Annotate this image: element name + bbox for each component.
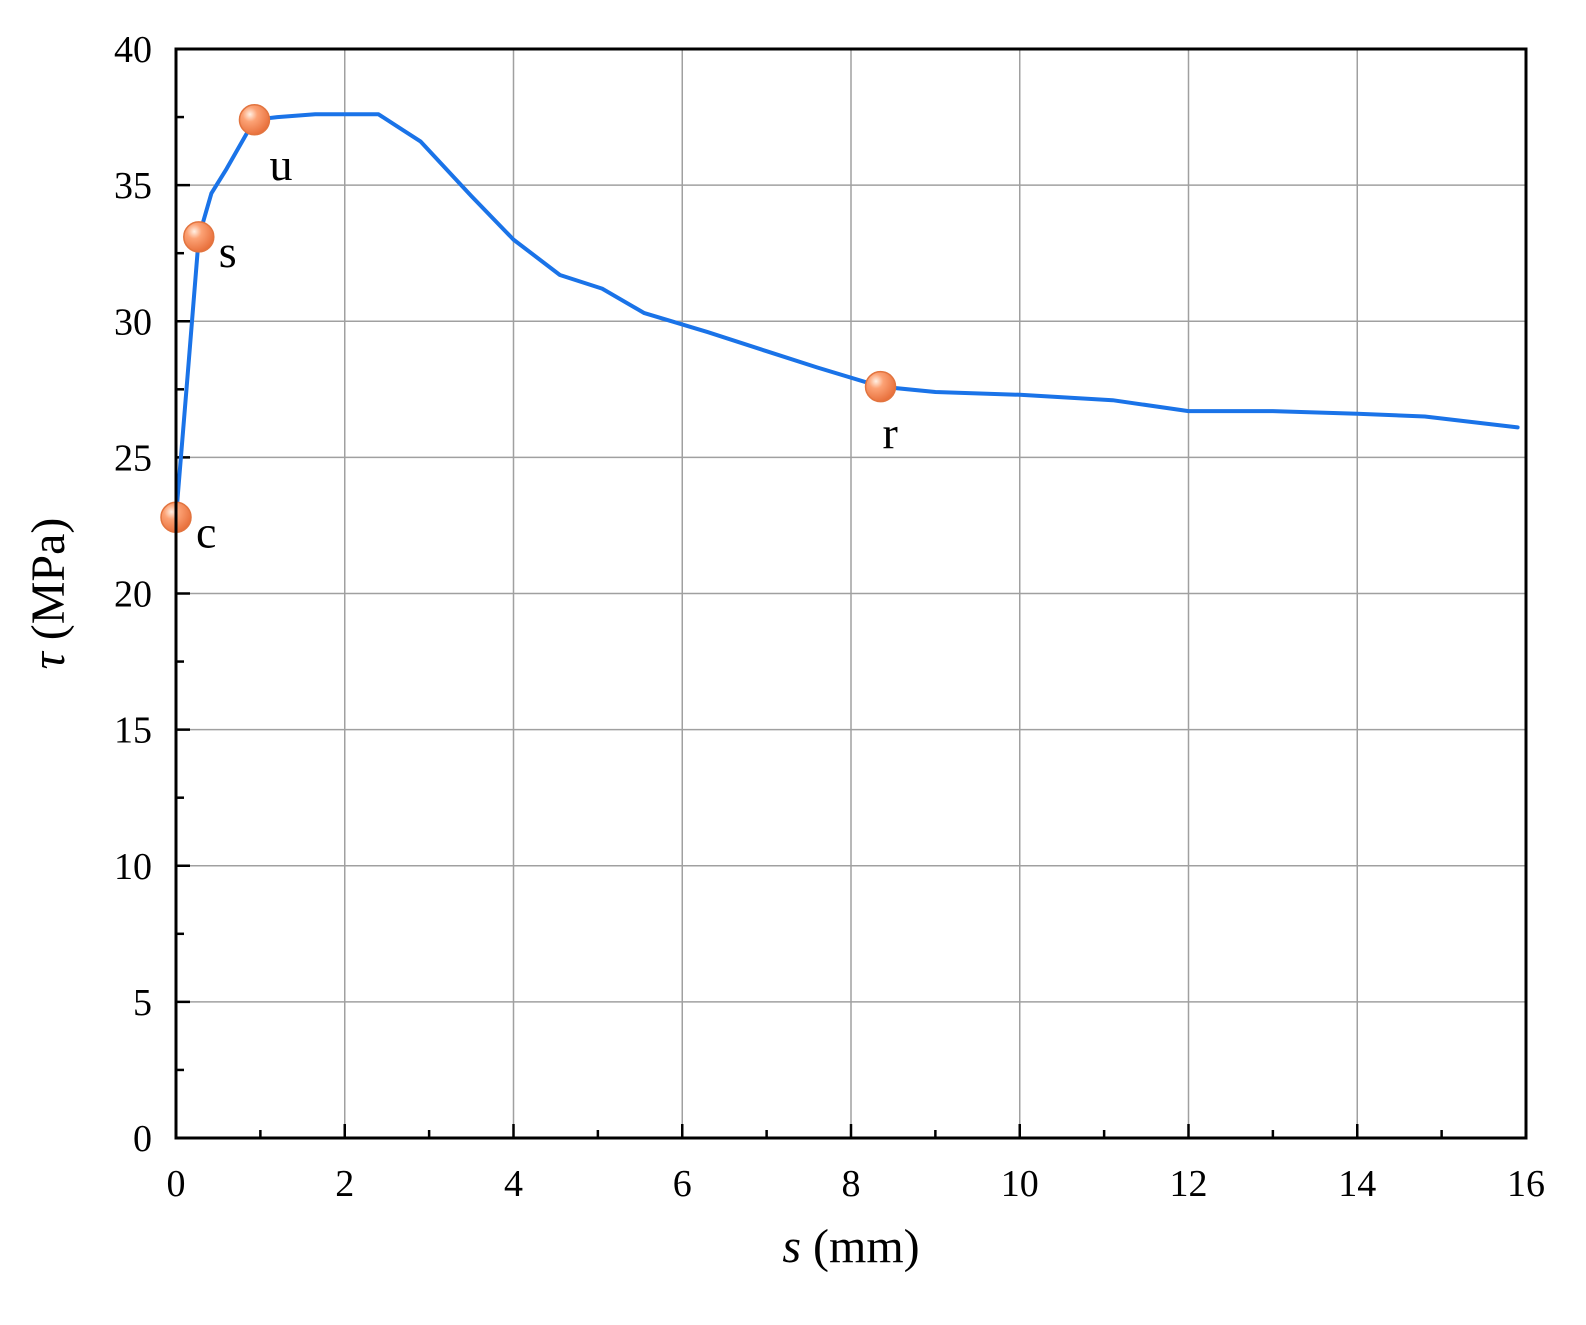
x-tick-label: 6	[673, 1163, 692, 1205]
y-tick-label: 20	[114, 574, 152, 616]
point-label-c: c	[196, 506, 216, 557]
y-tick-label: 15	[114, 710, 152, 752]
y-tick-label: 35	[114, 165, 152, 207]
x-axis-symbol: s	[782, 1220, 801, 1273]
y-tick-label: 25	[114, 437, 152, 479]
y-tick-label: 5	[133, 982, 152, 1024]
point-marker-u	[238, 104, 271, 136]
point-label-r: r	[883, 408, 898, 459]
annotation-markers	[160, 104, 897, 534]
y-axis-title: τ (MPa)	[22, 518, 75, 670]
x-tick-label: 10	[1001, 1163, 1039, 1205]
point-marker-r	[864, 370, 897, 403]
x-axis-title: s (mm)	[782, 1220, 919, 1273]
series-line	[174, 112, 1520, 520]
grid	[176, 49, 1526, 1138]
x-tick-label: 8	[842, 1163, 861, 1205]
point-label-u: u	[269, 139, 292, 190]
y-tick-label: 10	[114, 846, 152, 888]
y-tick-label: 0	[133, 1118, 152, 1160]
tick-labels: 0 2 4 6 8 10 12 14 16 0 5 10 15 20 25 30 35 40 c su r	[114, 29, 1545, 1205]
x-tick-label: 4	[504, 1163, 523, 1205]
x-tick-label: 2	[335, 1163, 354, 1205]
x-tick-label: 14	[1338, 1163, 1376, 1205]
point-marker-s	[183, 221, 215, 253]
plot-frame	[174, 47, 1528, 1140]
y-tick-label: 40	[114, 29, 152, 71]
series	[174, 112, 1520, 520]
x-axis-unit: (mm)	[801, 1220, 920, 1273]
x-tick-label: 12	[1170, 1163, 1208, 1205]
x-tick-label: 16	[1507, 1163, 1545, 1205]
point-label-s: s	[219, 226, 237, 277]
y-tick-label: 30	[114, 301, 152, 343]
y-axis-unit: (MPa)	[22, 518, 75, 653]
x-tick-label: 0	[167, 1163, 186, 1205]
y-axis-symbol: τ	[22, 650, 75, 669]
